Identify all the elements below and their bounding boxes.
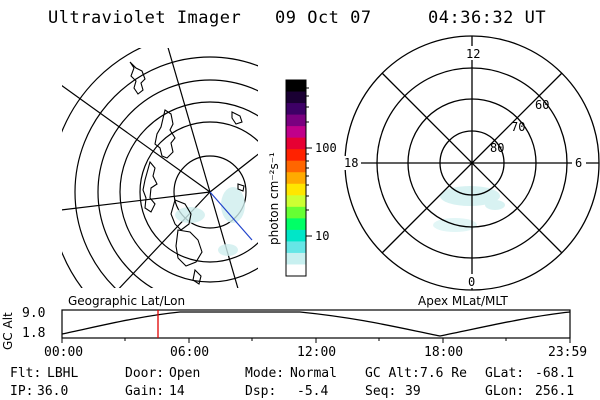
date-label: 09 Oct 07 bbox=[275, 8, 372, 28]
colorbar-swatch bbox=[286, 206, 306, 219]
colorbar-swatch bbox=[286, 160, 306, 173]
altitude-tick-9: 9.0 bbox=[22, 306, 46, 321]
colorbar-swatch bbox=[286, 195, 306, 208]
geographic-map bbox=[62, 48, 258, 288]
mlt-label-0: 0 bbox=[468, 275, 476, 289]
mlat-label-70: 70 bbox=[511, 120, 526, 134]
altitude-axis-label: GC Alt bbox=[1, 312, 15, 350]
time-tick-2359: 23:59 bbox=[548, 345, 588, 360]
colorbar-unit-label: photon cm⁻²s⁻¹ bbox=[267, 152, 281, 245]
colorbar-swatch bbox=[286, 91, 306, 104]
colorbar-swatch bbox=[286, 252, 306, 265]
app-title: Ultraviolet Imager bbox=[48, 8, 242, 28]
colorbar-swatch bbox=[286, 126, 306, 139]
geographic-panel-label: Geographic Lat/Lon bbox=[68, 294, 186, 308]
time-tick-0000: 00:00 bbox=[44, 345, 84, 360]
colorbar-tick-100: 100 bbox=[315, 141, 337, 155]
glon-label: GLon: bbox=[485, 384, 525, 399]
colorbar-swatch bbox=[286, 229, 306, 242]
altitude-tick-1-8: 1.8 bbox=[22, 326, 46, 341]
glat-label: GLat: bbox=[485, 366, 525, 381]
colorbar-swatch bbox=[286, 264, 306, 277]
colorbar-tick-10: 10 bbox=[315, 229, 330, 243]
gc-alt-label: GC Alt: bbox=[365, 366, 420, 381]
mlt-label-18: 18 bbox=[344, 156, 359, 170]
mlat-label-60: 60 bbox=[535, 98, 550, 112]
colorbar-swatch bbox=[286, 80, 306, 93]
seq-label: Seq: bbox=[365, 384, 397, 399]
door-label: Door: bbox=[125, 366, 165, 381]
colorbar-swatch bbox=[286, 103, 306, 116]
colorbar-swatch bbox=[286, 137, 306, 150]
colorbar-swatch bbox=[286, 241, 306, 254]
filter-label: Flt: bbox=[10, 366, 42, 381]
door-value: Open bbox=[169, 366, 201, 381]
altitude-track bbox=[61, 309, 571, 343]
glat-value: -68.1 bbox=[535, 366, 575, 381]
ip-label: IP: bbox=[10, 384, 34, 399]
time-tick-1800: 18:00 bbox=[424, 345, 464, 360]
mode-label: Mode: bbox=[245, 366, 285, 381]
colorbar-swatch bbox=[286, 218, 306, 231]
colorbar-swatch bbox=[286, 172, 306, 185]
seq-value: 39 bbox=[405, 384, 421, 399]
ip-value: 36.0 bbox=[37, 384, 69, 399]
colorbar-swatch bbox=[286, 183, 306, 196]
glon-value: 256.1 bbox=[535, 384, 575, 399]
colorbar-swatch bbox=[286, 114, 306, 127]
dsp-label: Dsp: bbox=[245, 384, 277, 399]
filter-value: LBHL bbox=[47, 366, 79, 381]
apex-panel-label: Apex MLat/MLT bbox=[418, 294, 508, 308]
time-tick-0600: 06:00 bbox=[170, 345, 210, 360]
gain-value: 14 bbox=[169, 384, 185, 399]
mlt-label-12: 12 bbox=[466, 47, 481, 61]
time-tick-1200: 12:00 bbox=[297, 345, 337, 360]
mlt-label-6: 6 bbox=[575, 156, 583, 170]
polar-plot bbox=[339, 35, 600, 291]
gain-label: Gain: bbox=[125, 384, 165, 399]
mlat-label-80: 80 bbox=[490, 141, 505, 155]
mode-value: Normal bbox=[290, 366, 337, 381]
colorbar bbox=[285, 79, 312, 277]
colorbar-swatch bbox=[286, 149, 306, 162]
dsp-value: -5.4 bbox=[297, 384, 329, 399]
gc-alt-value: 7.6 Re bbox=[420, 366, 467, 381]
time-label: 04:36:32 UT bbox=[428, 8, 547, 28]
